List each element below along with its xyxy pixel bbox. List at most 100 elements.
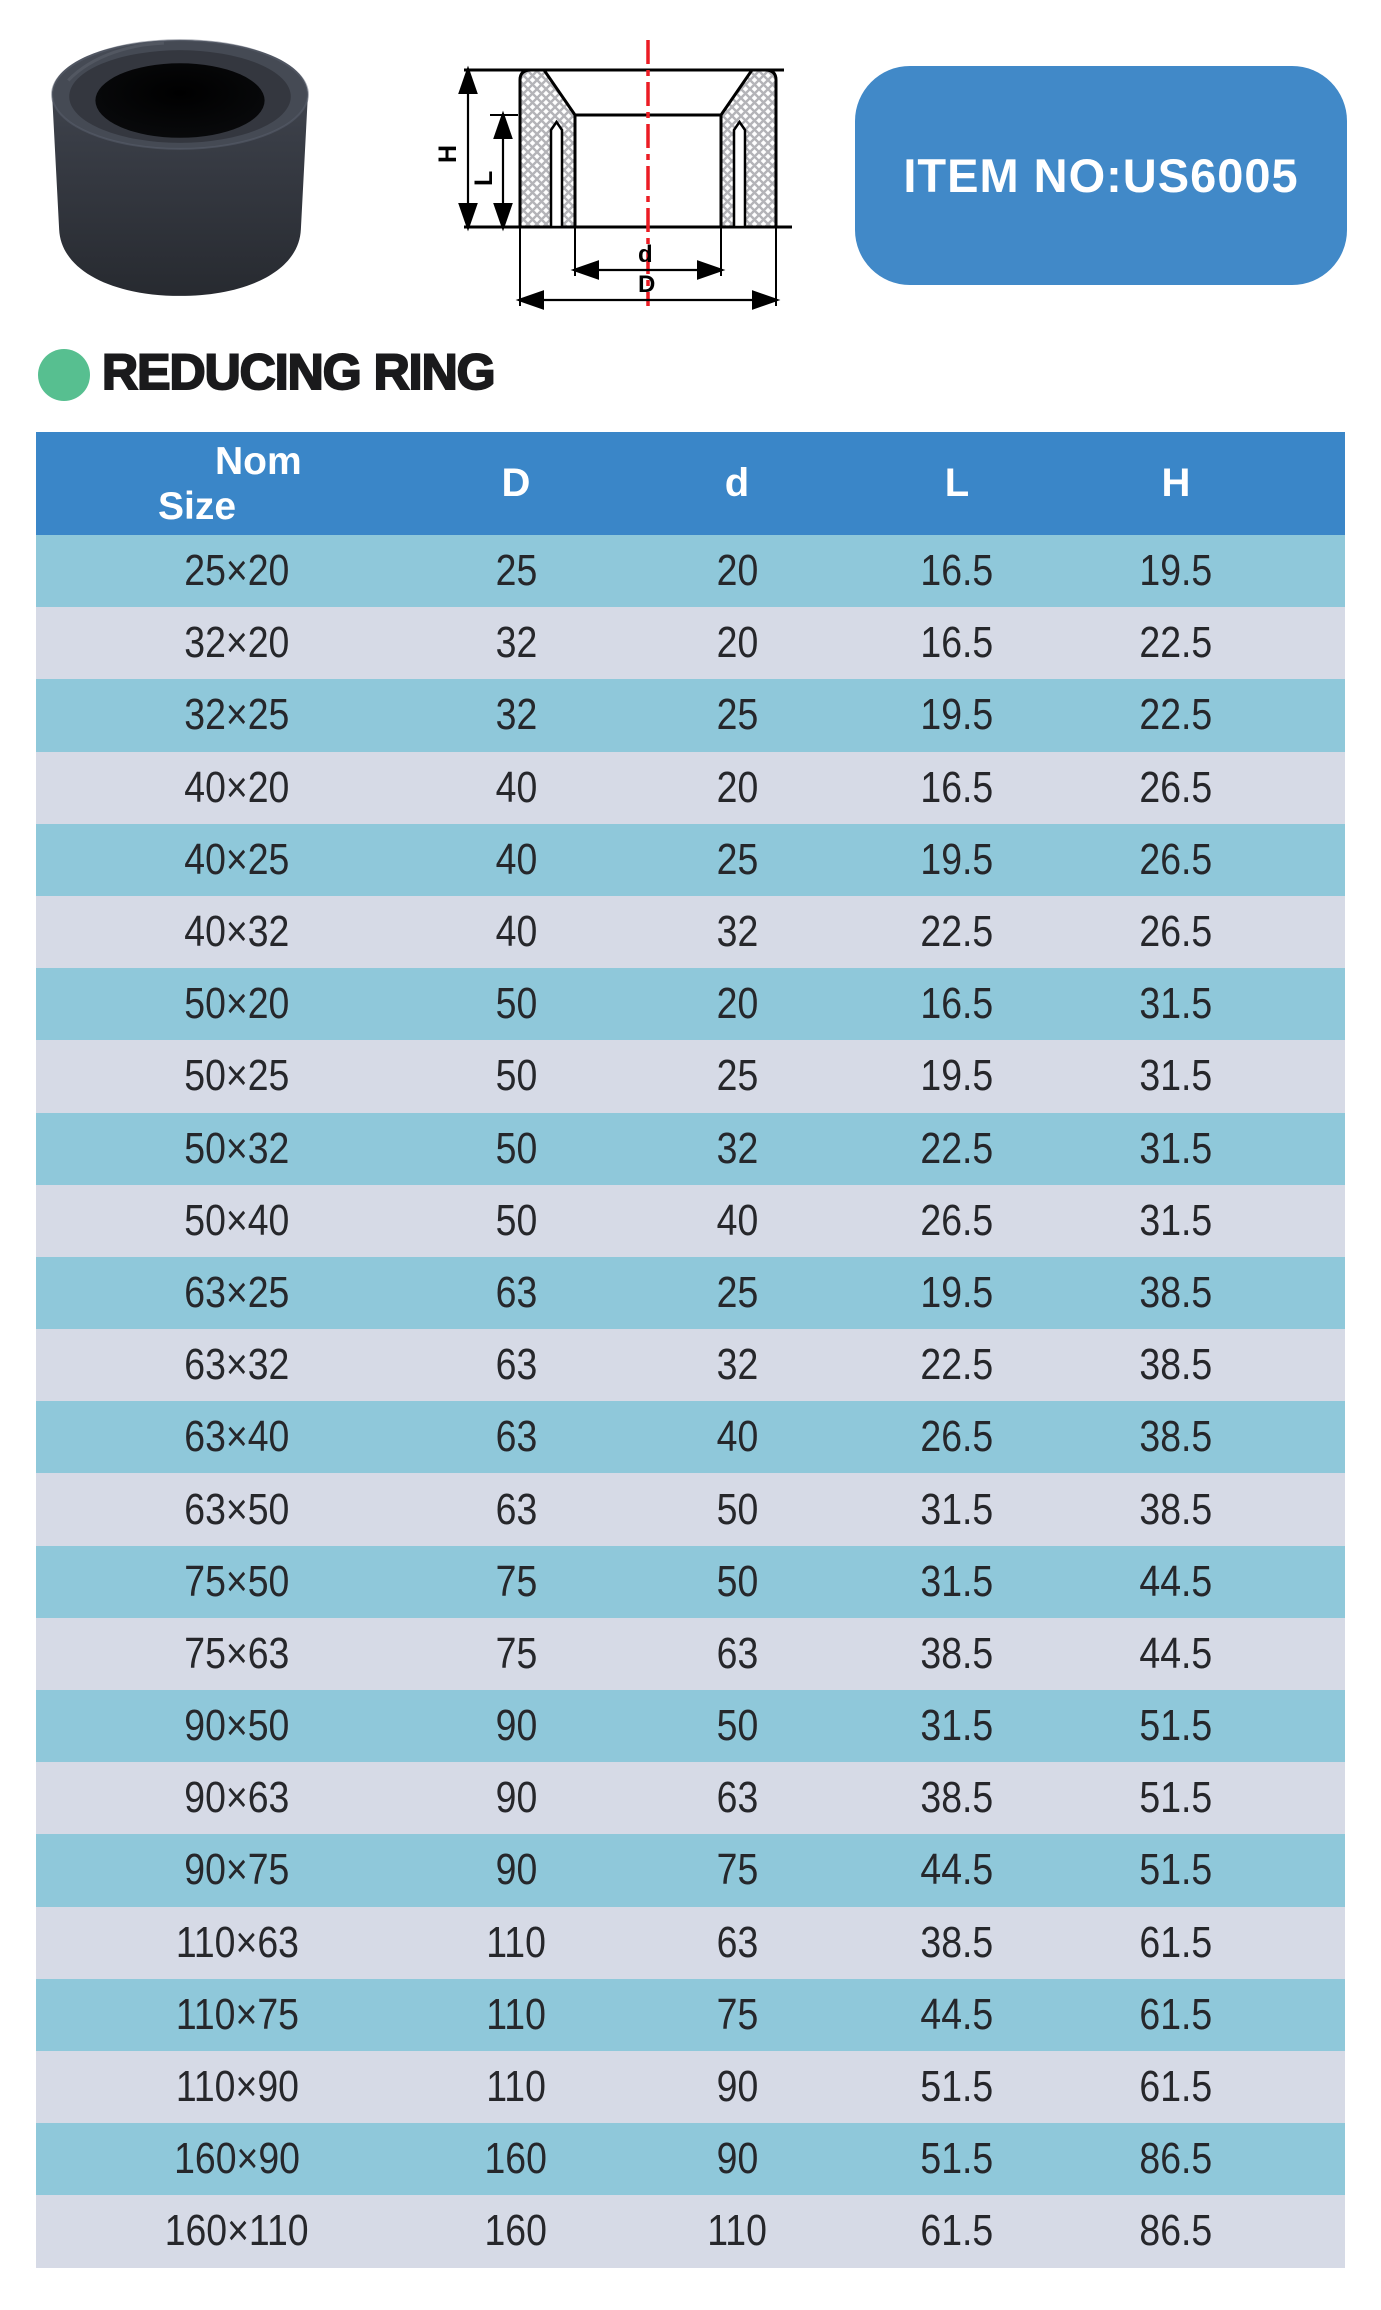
table-row: 40×25 40 25 19.5 26.5 — [36, 823, 1345, 896]
table-cell: 40×20 — [36, 751, 438, 824]
product-photo — [51, 39, 309, 296]
table-cell: 160 — [438, 2195, 594, 2268]
table-cell: 20 — [594, 535, 880, 608]
table-cell: 50 — [438, 968, 594, 1041]
table-cell: 51.5 — [880, 2123, 1034, 2196]
table-row: 75×63 75 63 38.5 44.5 — [36, 1617, 1345, 1690]
spec-table: Nom Size D d L H 25×20 25 20 16.5 19.5 32×20 3… — [36, 432, 1345, 2268]
table-row: 50×32 50 32 22.5 31.5 — [36, 1112, 1345, 1185]
dim-label-d: d — [638, 241, 653, 268]
table-cell: 31.5 — [1034, 1040, 1345, 1113]
table-row: 110×63 110 63 38.5 61.5 — [36, 1906, 1345, 1979]
table-cell: 40 — [438, 895, 594, 969]
table-cell: 38.5 — [1034, 1256, 1345, 1330]
table-row: 160×110 160 110 61.5 86.5 — [36, 2195, 1345, 2268]
table-cell: 31.5 — [880, 1545, 1034, 1618]
table-cell: 19.5 — [880, 823, 1034, 896]
table-cell: 16.5 — [880, 535, 1034, 608]
table-cell: 110×63 — [36, 1906, 438, 1979]
table-cell: 90×75 — [36, 1834, 438, 1907]
table-row: 75×50 75 50 31.5 44.5 — [36, 1545, 1345, 1618]
table-row: 90×63 90 63 38.5 51.5 — [36, 1762, 1345, 1835]
table-cell: 38.5 — [880, 1617, 1034, 1690]
table-cell: 110 — [438, 1978, 594, 2051]
table-cell: 38.5 — [880, 1906, 1034, 1979]
table-cell: 25 — [438, 535, 594, 608]
table-cell: 90 — [594, 2123, 880, 2196]
technical-drawing: H L d D — [438, 40, 792, 310]
table-cell: 86.5 — [1034, 2195, 1345, 2268]
table-cell: 32×25 — [36, 679, 438, 752]
table-cell: 40 — [438, 823, 594, 896]
table-cell: 63 — [438, 1401, 594, 1474]
dim-label-H: H — [438, 145, 462, 163]
table-cell: 110×75 — [36, 1978, 438, 2051]
table-cell: 20 — [594, 607, 880, 680]
table-cell: 26.5 — [1034, 895, 1345, 969]
table-cell: 22.5 — [880, 1329, 1034, 1402]
table-cell: 31.5 — [880, 1690, 1034, 1763]
table-cell: 63 — [594, 1762, 880, 1835]
table-cell: 63×50 — [36, 1473, 438, 1546]
table-cell: 38.5 — [1034, 1329, 1345, 1402]
table-row: 63×25 63 25 19.5 38.5 — [36, 1256, 1345, 1330]
table-cell: 20 — [594, 751, 880, 824]
table-cell: 50 — [438, 1040, 594, 1113]
table-cell: 50 — [594, 1545, 880, 1618]
table-cell: 50 — [438, 1184, 594, 1257]
table-cell: 75 — [594, 1834, 880, 1907]
table-cell: 110 — [438, 2050, 594, 2124]
table-cell: 40×32 — [36, 895, 438, 969]
table-cell: 160×90 — [36, 2123, 438, 2196]
table-cell: 61.5 — [880, 2195, 1034, 2268]
table-cell: 63 — [594, 1617, 880, 1690]
table-cell: 63×40 — [36, 1401, 438, 1474]
table-cell: 90×63 — [36, 1762, 438, 1835]
table-cell: 31.5 — [1034, 1112, 1345, 1185]
dim-label-L: L — [470, 171, 498, 186]
table-cell: 22.5 — [880, 895, 1034, 969]
cross-section-right-wall — [719, 68, 778, 229]
table-cell: 61.5 — [1034, 2050, 1345, 2124]
table-cell: 63 — [438, 1256, 594, 1330]
table-cell: 90 — [438, 1834, 594, 1907]
table-cell: 50 — [594, 1473, 880, 1546]
table-cell: 110 — [438, 1906, 594, 1979]
page-title: REDUCING RING — [101, 343, 497, 401]
table-cell: 90 — [438, 1762, 594, 1835]
header-H: H — [1034, 432, 1345, 535]
table-cell: 25 — [594, 823, 880, 896]
table-cell: 90 — [594, 2050, 880, 2124]
table-cell: 22.5 — [1034, 607, 1345, 680]
dim-label-D: D — [638, 271, 655, 298]
table-cell: 32 — [438, 679, 594, 752]
table-cell: 25 — [594, 1256, 880, 1330]
table-cell: 44.5 — [880, 1834, 1034, 1907]
table-cell: 51.5 — [1034, 1690, 1345, 1763]
table-cell: 32×20 — [36, 607, 438, 680]
table-cell: 51.5 — [1034, 1762, 1345, 1835]
table-cell: 75 — [438, 1545, 594, 1618]
header-d: d — [594, 432, 880, 535]
table-cell: 40 — [438, 751, 594, 824]
table-cell: 160 — [438, 2123, 594, 2196]
table-row: 40×20 40 20 16.5 26.5 — [36, 751, 1345, 824]
table-cell: 25×20 — [36, 535, 438, 608]
table-cell: 61.5 — [1034, 1978, 1345, 2051]
header-L: L — [880, 432, 1034, 535]
table-header-row: Nom Size D d L H — [36, 432, 1345, 535]
cross-section-left-wall — [518, 68, 577, 229]
table-cell: 63 — [438, 1329, 594, 1402]
table-row: 90×50 90 50 31.5 51.5 — [36, 1690, 1345, 1763]
table-cell: 50×25 — [36, 1040, 438, 1113]
table-cell: 110 — [594, 2195, 880, 2268]
table-cell: 61.5 — [1034, 1906, 1345, 1979]
table-cell: 50×32 — [36, 1112, 438, 1185]
table-cell: 25 — [594, 679, 880, 752]
table-row: 50×40 50 40 26.5 31.5 — [36, 1184, 1345, 1257]
table-cell: 63×32 — [36, 1329, 438, 1402]
table-cell: 25 — [594, 1040, 880, 1113]
table-cell: 32 — [594, 1112, 880, 1185]
table-cell: 44.5 — [1034, 1617, 1345, 1690]
